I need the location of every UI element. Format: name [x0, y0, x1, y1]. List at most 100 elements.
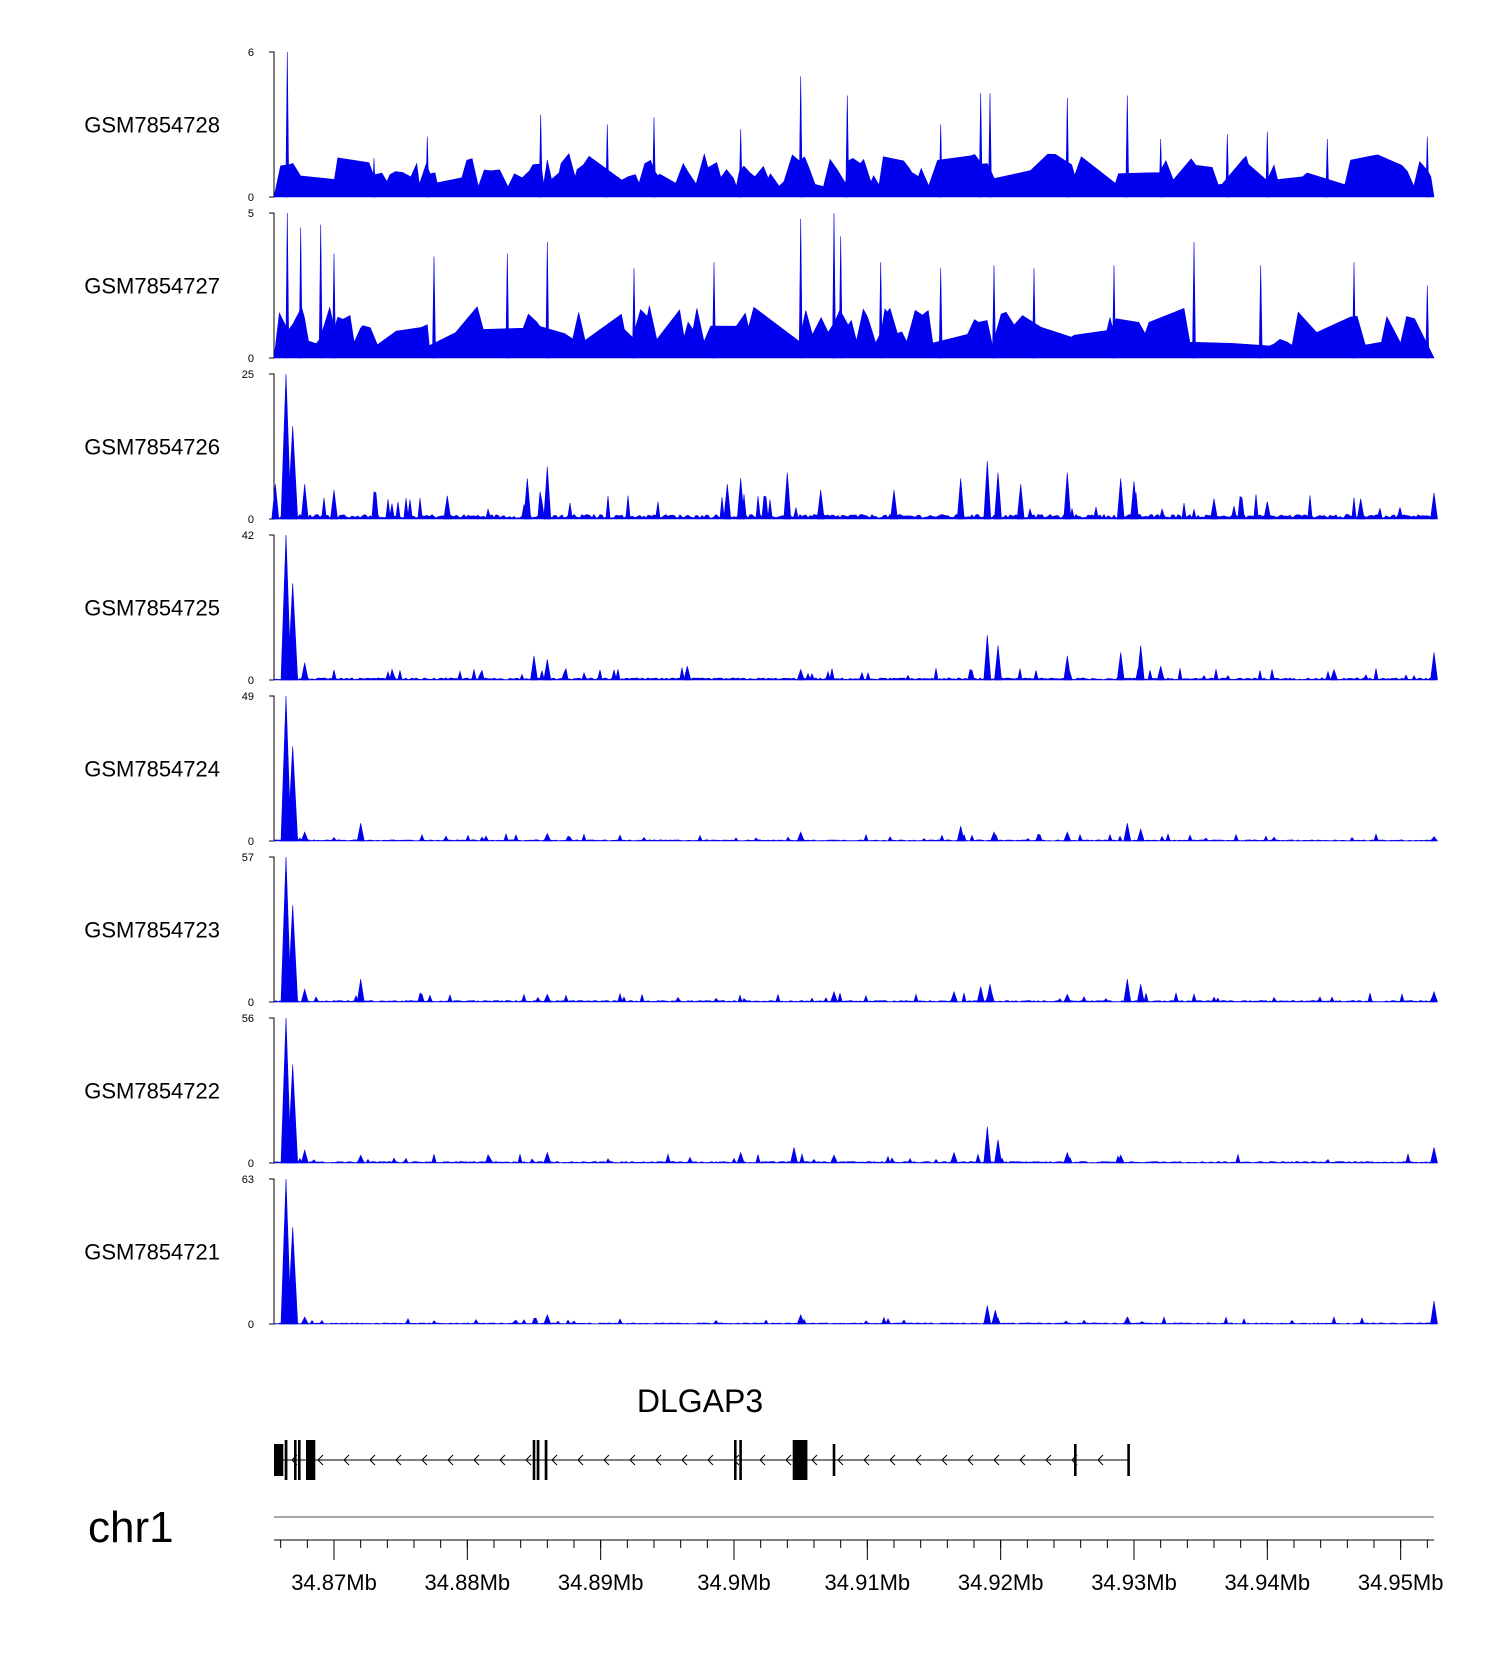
- signal-peak: [300, 1316, 309, 1325]
- genome-axis: chr1 34.87Mb 34.88Mb 34.89Mb 34.9Mb 34.91Mb 3…: [88, 1503, 1443, 1595]
- signal-peak: [994, 645, 1002, 681]
- signal-peak: [798, 218, 803, 359]
- signal-peak: [545, 241, 550, 359]
- signal-peak: [543, 1313, 552, 1325]
- signal-peak: [816, 489, 825, 520]
- signal-peak: [287, 426, 299, 520]
- signal-peak: [832, 212, 836, 359]
- exon: [544, 1440, 548, 1480]
- y-axis-line: [269, 534, 275, 681]
- signal-peak: [956, 478, 965, 520]
- exon: [294, 1440, 297, 1480]
- signal-peak: [723, 484, 732, 520]
- signal-peak: [712, 262, 716, 359]
- signal-peak: [1430, 990, 1438, 1003]
- y-min-label: 0: [248, 997, 254, 1009]
- strand-arrow: [863, 1454, 870, 1466]
- signal-peak: [530, 655, 538, 681]
- signal-peak: [287, 746, 299, 842]
- signal-peak: [285, 51, 290, 198]
- signal-peak: [838, 236, 843, 359]
- signal-peak: [1063, 655, 1072, 681]
- signal-peak: [1430, 1300, 1438, 1325]
- y-max-label: 56: [242, 1013, 254, 1025]
- track-GSM7854724: GSM7854724 49 0: [84, 691, 1439, 848]
- signal-peak: [830, 1154, 838, 1164]
- signal-peak: [280, 1017, 292, 1164]
- signal-peak: [956, 826, 965, 842]
- signal-peak: [1430, 492, 1438, 520]
- signal-peak: [300, 831, 309, 842]
- signal-peak: [280, 373, 292, 520]
- signal-peak: [300, 988, 309, 1003]
- tick-label: 34.89Mb: [558, 1570, 644, 1595]
- signal-peak: [287, 1064, 299, 1164]
- gene-track: DLGAP3: [274, 1383, 1130, 1480]
- strand-arrow: [499, 1454, 506, 1466]
- exon: [739, 1440, 742, 1480]
- track-GSM7854723: GSM7854723 57 0: [84, 852, 1438, 1009]
- exon: [832, 1444, 836, 1476]
- signal-peak: [505, 253, 510, 359]
- signal-peak: [976, 986, 985, 1003]
- signal-peak: [950, 1151, 958, 1164]
- signal-peak: [330, 489, 338, 520]
- signal-peak: [830, 990, 838, 1003]
- signal-peak: [356, 823, 365, 842]
- signal-peak: [738, 129, 743, 198]
- signal-peak: [1330, 668, 1338, 681]
- signal-peak: [605, 124, 610, 198]
- strand-arrow: [993, 1454, 1000, 1466]
- signal-peak: [1116, 478, 1125, 520]
- track-GSM7854726: GSM7854726 25 0: [84, 369, 1438, 526]
- signal-peak: [1425, 136, 1430, 198]
- signal-peak: [300, 1148, 309, 1164]
- track-label: GSM7854721: [84, 1240, 220, 1265]
- y-axis-line: [269, 695, 275, 842]
- exon: [298, 1440, 301, 1480]
- signal-peak: [1123, 979, 1132, 1003]
- signal-peak: [1425, 285, 1430, 359]
- strand-arrow: [369, 1454, 376, 1466]
- signal-peak: [1063, 472, 1072, 520]
- signal-peak: [1116, 652, 1125, 681]
- track-GSM7854725: GSM7854725 42 0: [84, 530, 1438, 687]
- exon: [792, 1440, 808, 1480]
- signal-peak: [280, 856, 292, 1003]
- signal-peak: [280, 1178, 292, 1325]
- track-label: GSM7854726: [84, 435, 220, 460]
- strand-arrow: [915, 1454, 922, 1466]
- strand-arrow: [785, 1454, 792, 1466]
- y-max-label: 25: [242, 369, 254, 381]
- signal-peak: [950, 990, 958, 1003]
- signal-background: [273, 491, 1435, 520]
- y-max-label: 49: [242, 691, 254, 703]
- signal-peak: [1430, 652, 1438, 681]
- exon: [1074, 1444, 1077, 1476]
- signal-peak: [523, 478, 532, 520]
- signal-peak: [1356, 498, 1365, 520]
- signal-background: [273, 992, 1435, 1003]
- y-min-label: 0: [248, 1158, 254, 1170]
- signal-peak: [1112, 265, 1116, 359]
- track-GSM7854728: GSM7854728 6 0: [84, 47, 1435, 204]
- tick-label: 34.87Mb: [291, 1570, 377, 1595]
- signal-peak: [988, 93, 992, 198]
- signal-peak: [443, 495, 452, 520]
- track-label: GSM7854723: [84, 918, 220, 943]
- signal-peak: [986, 984, 994, 1003]
- signal-peak: [938, 268, 943, 359]
- exon: [1127, 1444, 1130, 1476]
- signal-peak: [1116, 1154, 1125, 1164]
- strand-arrow: [1019, 1454, 1026, 1466]
- signal-peak: [1429, 836, 1439, 842]
- signal-peak: [994, 472, 1002, 520]
- exon: [532, 1440, 536, 1480]
- signal-peak: [1258, 265, 1263, 359]
- signal-peak: [796, 1313, 805, 1325]
- strand-arrow: [681, 1454, 688, 1466]
- strand-arrow: [811, 1454, 818, 1466]
- track-label: GSM7854722: [84, 1079, 220, 1104]
- signal-peak: [683, 666, 692, 681]
- signal-peak: [983, 635, 992, 681]
